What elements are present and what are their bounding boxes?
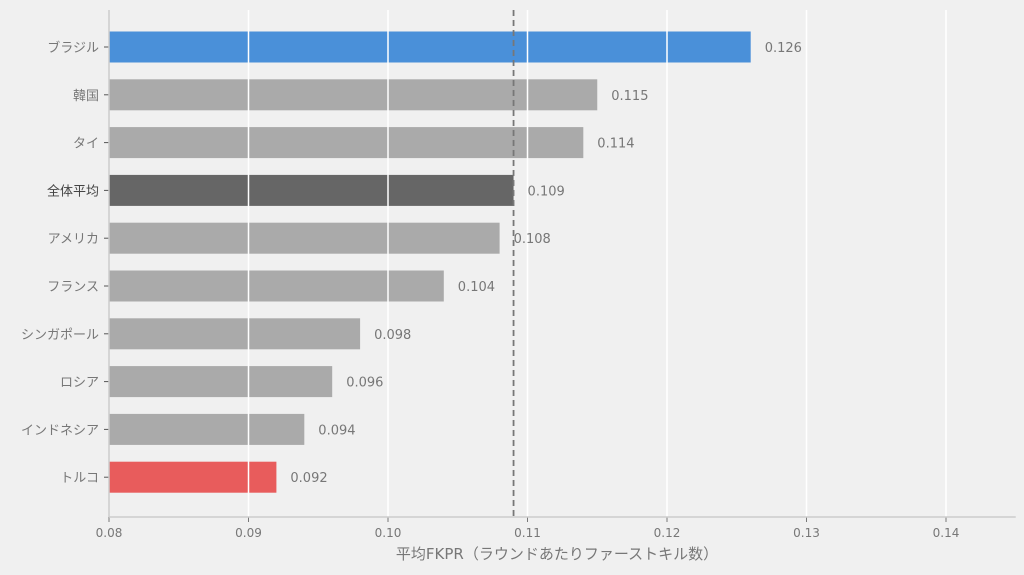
y-tick-label: タイ: [73, 137, 99, 152]
grid-lines-overlay: [247, 10, 947, 517]
value-label: 0.096: [346, 376, 383, 391]
y-tick-label: 韓国: [73, 89, 99, 104]
value-label: 0.094: [318, 423, 355, 438]
y-tick-label: トルコ: [60, 471, 99, 486]
bar: [109, 79, 598, 111]
y-tick-label: ブラジル: [47, 40, 99, 56]
x-tick-label: 0.09: [235, 526, 262, 540]
x-tick-label: 0.11: [514, 526, 541, 540]
y-tick-label: ロシア: [60, 376, 99, 391]
value-label: 0.109: [528, 184, 565, 199]
bar: [109, 31, 751, 63]
x-tick-label: 0.12: [654, 526, 681, 540]
x-tick-label: 0.08: [96, 526, 123, 540]
y-tick-label: シンガポール: [21, 328, 99, 343]
value-label: 0.114: [597, 137, 634, 152]
x-tick-label: 0.10: [375, 526, 402, 540]
bars: [109, 31, 751, 493]
value-label: 0.126: [765, 41, 802, 56]
bar: [109, 127, 584, 159]
bar: [109, 222, 500, 254]
bar: [109, 366, 333, 398]
value-label: 0.108: [514, 232, 551, 247]
x-tick-label: 0.14: [933, 526, 960, 540]
bar: [109, 318, 361, 350]
value-label: 0.092: [290, 471, 327, 486]
bar: [109, 461, 277, 493]
axes: [104, 10, 1016, 522]
value-label: 0.104: [458, 280, 495, 295]
y-tick-label: フランス: [47, 280, 99, 295]
y-tick-label: インドネシア: [21, 423, 99, 438]
y-tick-label: アメリカ: [48, 232, 99, 247]
bar: [109, 413, 305, 445]
bar: [109, 174, 514, 206]
x-tick-label: 0.13: [793, 526, 820, 540]
y-tick-label: 全体平均: [47, 183, 99, 199]
labels: 0.08 0.09 0.10 0.11 0.12 0.13 0.14 ブラジル 0.126 韓国 0…: [21, 40, 959, 540]
value-label: 0.098: [374, 328, 411, 343]
x-axis-label: 平均FKPR（ラウンドあたりファーストキル数）: [396, 545, 718, 563]
bar: [109, 270, 444, 302]
value-label: 0.115: [611, 89, 648, 104]
